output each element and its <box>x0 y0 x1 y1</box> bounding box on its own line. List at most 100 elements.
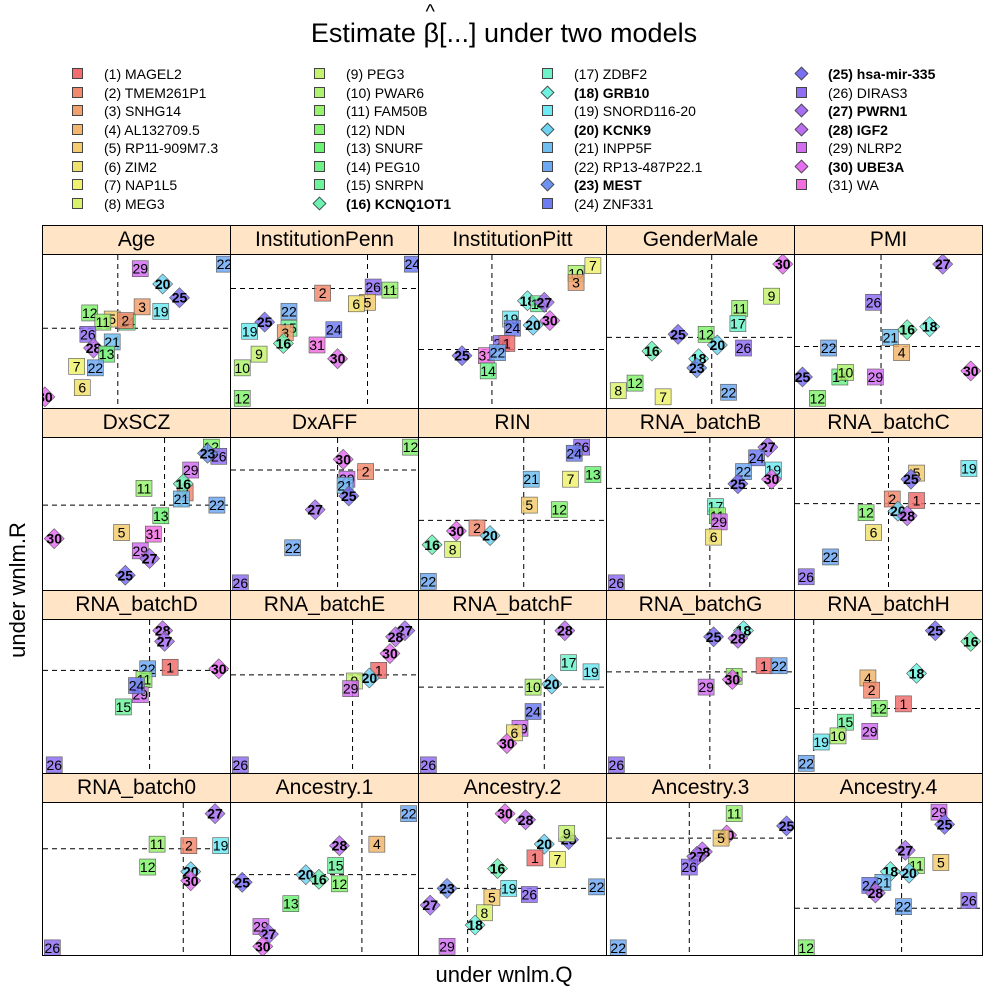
point-label: 11 <box>732 300 747 316</box>
point-19: 19 <box>500 879 518 897</box>
point-marker-square <box>763 287 780 305</box>
point-label: 27 <box>307 501 323 517</box>
point-label: 24 <box>566 445 582 461</box>
point-label: 7 <box>589 258 597 274</box>
point-marker-square <box>152 303 170 320</box>
point-label: 19 <box>153 303 169 319</box>
point-21: 21 <box>173 490 190 507</box>
point-label: 25 <box>730 475 746 491</box>
panel-rna-batchg: RNA_batchG18282512211302926 <box>606 590 795 774</box>
point-12: 12 <box>331 875 348 892</box>
point-label: 23 <box>439 880 455 896</box>
point-label: 30 <box>382 646 398 662</box>
point-22: 22 <box>820 339 837 357</box>
panel-rna-batch0: RNA_batch0271121912203026 <box>42 772 231 956</box>
point-label: 4 <box>373 836 381 852</box>
point-26: 26 <box>44 939 61 955</box>
point-label: 11 <box>383 282 398 298</box>
point-marker-square <box>584 257 602 274</box>
legend-label: (14) PEG10 <box>346 158 420 175</box>
point-label: 7 <box>567 471 575 487</box>
point-5: 5 <box>113 523 130 541</box>
legend-label: (9) PEG3 <box>346 66 405 82</box>
point-label: 2 <box>473 519 481 535</box>
title-suffix: [...] under two models <box>438 18 698 48</box>
point-label: 20 <box>362 670 378 686</box>
point-16: 16 <box>487 857 508 879</box>
point-marker-diamond <box>180 869 202 891</box>
point-8: 8 <box>609 382 627 400</box>
point-27: 27 <box>894 839 916 861</box>
point-label: 24 <box>405 256 418 272</box>
legend-label: (13) SNURF <box>346 140 424 156</box>
point-15: 15 <box>837 713 854 731</box>
point-6: 6 <box>347 295 365 313</box>
point-30: 30 <box>445 520 467 541</box>
point-30: 30 <box>252 935 274 955</box>
point-28: 28 <box>727 627 749 649</box>
point-12: 12 <box>81 304 99 322</box>
point-6: 6 <box>73 379 91 396</box>
point-marker-square <box>476 904 493 921</box>
panel-svg: 27283012092926 <box>231 620 418 773</box>
point-marker-diamond <box>533 833 555 855</box>
legend-label: (2) TMEM261P1 <box>104 84 207 101</box>
point-marker-diamond <box>894 839 916 861</box>
point-11: 11 <box>135 479 153 497</box>
point-26: 26 <box>232 574 249 590</box>
point-marker-square <box>314 284 331 302</box>
point-marker-square <box>524 678 542 696</box>
panel-svg: 18282512211302926 <box>607 620 794 773</box>
point-18: 18 <box>919 316 941 338</box>
point-12: 12 <box>139 858 157 875</box>
point-label: 22 <box>821 340 837 356</box>
point-label: 29 <box>868 369 884 385</box>
point-22: 22 <box>822 548 839 565</box>
point-marker-square <box>908 491 925 509</box>
point-26: 26 <box>521 885 538 903</box>
point-marker-square <box>68 358 85 375</box>
point-19: 19 <box>212 836 229 854</box>
point-marker-square <box>232 756 249 773</box>
point-label: 25 <box>706 629 722 645</box>
point-marker-diamond <box>703 626 725 648</box>
point-marker-square <box>524 703 542 720</box>
point-label: 16 <box>311 871 327 887</box>
point-label: 25 <box>795 369 810 385</box>
point-label: 31 <box>146 526 162 542</box>
point-26: 26 <box>608 574 625 590</box>
point-26: 26 <box>232 756 249 773</box>
point-label: 11 <box>137 480 152 496</box>
point-label: 30 <box>499 736 515 752</box>
point-label: 26 <box>609 757 625 773</box>
point-marker-square <box>342 680 359 697</box>
legend-label: (4) AL132709.5 <box>104 121 200 138</box>
point-22: 22 <box>87 359 104 377</box>
point-marker-square <box>98 345 115 363</box>
point-label: 5 <box>913 465 921 481</box>
point-label: 26 <box>736 340 752 356</box>
point-label: 22 <box>798 755 814 771</box>
panel-plot-area: 30282592071612226192352781829 <box>419 802 606 955</box>
point-label: 18 <box>922 319 938 335</box>
point-marker-diamond <box>152 273 174 295</box>
legend-label: (29) NLRP2 <box>828 140 902 156</box>
panel-svg: 2817192010242963026 <box>419 620 606 773</box>
panel-strip-title: Age <box>43 226 230 255</box>
panel-plot-area: 302229202531912514112262128137226 <box>43 255 230 408</box>
point-label: 29 <box>862 723 878 739</box>
point-label: 10 <box>525 679 541 695</box>
panel-strip-title: DxSCZ <box>43 408 230 438</box>
panel-strip-title: RNA_batchB <box>607 408 794 438</box>
legend-swatch <box>72 68 83 79</box>
point-label: 13 <box>585 466 601 482</box>
point-label: 19 <box>501 880 517 896</box>
point-label: 30 <box>211 661 227 677</box>
point-20: 20 <box>522 314 544 336</box>
point-marker-square <box>133 298 151 316</box>
panel-strip-title: RNA_batchC <box>795 408 982 438</box>
legend-label: (1) MAGEL2 <box>104 66 182 82</box>
point-label: 25 <box>927 623 943 639</box>
